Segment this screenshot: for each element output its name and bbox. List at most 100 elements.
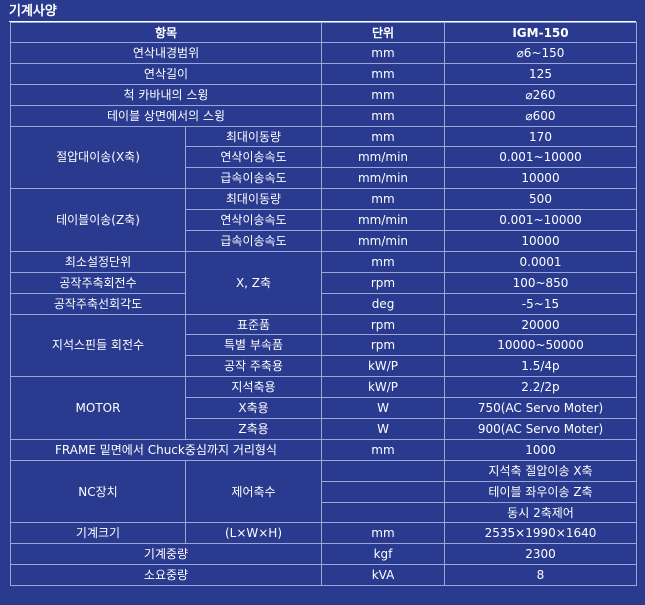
table-row: 테이블 상면에서의 스윙 mm ⌀600	[11, 105, 637, 127]
row-unit: mm	[322, 84, 445, 106]
row-value: 20000	[445, 314, 637, 336]
sub-label: 공작 주축용	[186, 356, 322, 378]
row-label: 연삭길이	[11, 63, 322, 85]
row-unit: mm	[322, 439, 445, 461]
row-value: 8	[445, 565, 637, 587]
row-value: 10000~50000	[445, 335, 637, 357]
title-divider	[9, 21, 636, 22]
row-value: 테이블 좌우이송 Z축	[445, 481, 637, 503]
row-unit: kW/P	[322, 377, 445, 399]
table-row: 기계중량 kgf 2300	[11, 544, 637, 566]
row-value: 2300	[445, 544, 637, 566]
group-label: NC장치	[11, 460, 186, 524]
row-value: ⌀260	[445, 84, 637, 106]
row-label: 소요중량	[11, 565, 322, 587]
row-unit: mm	[322, 63, 445, 85]
row-unit	[322, 502, 445, 524]
spec-table: 항목 단위 IGM-150 연삭내경범위 mm ⌀6~150 연삭길이 mm 1…	[10, 22, 637, 587]
row-value: 10000	[445, 168, 637, 190]
page-title: 기계사양	[9, 4, 57, 19]
row-value: 1000	[445, 439, 637, 461]
row-unit: rpm	[322, 335, 445, 357]
row-value: 지석축 절압이송 X축	[445, 460, 637, 482]
row-label: 척 카바내의 스윙	[11, 84, 322, 106]
row-value: 2535×1990×1640	[445, 523, 637, 545]
row-value: ⌀6~150	[445, 43, 637, 64]
table-row: 테이블 좌우이송 Z축	[11, 481, 637, 503]
sub-label: 표준품	[186, 314, 322, 336]
row-unit: W	[322, 419, 445, 440]
row-value: 10000	[445, 231, 637, 252]
sub-label: 제어축수	[186, 460, 322, 524]
row-value: 0.001~10000	[445, 210, 637, 232]
row-value: 1.5/4p	[445, 356, 637, 378]
sub-label: 최대이동량	[186, 126, 322, 148]
table-row: 동시 2축제어	[11, 502, 637, 524]
row-unit: mm/min	[322, 147, 445, 169]
table-row: X축용 W 750(AC Servo Moter)	[11, 398, 637, 420]
table-row: FRAME 밑면에서 Chuck중심까지 거리형식 mm 1000	[11, 439, 637, 461]
sub-label: X축용	[186, 398, 322, 420]
group-label: 지석스핀들 회전수	[11, 314, 186, 378]
axis-sub-label: X, Z축	[186, 251, 322, 315]
row-unit: rpm	[322, 272, 445, 294]
row-unit: kgf	[322, 544, 445, 566]
row-unit: mm/min	[322, 210, 445, 232]
table-row: 최소설정단위 X, Z축 mm 0.0001	[11, 251, 637, 315]
sub-label: 급속이송속도	[186, 231, 322, 252]
row-label: 공작주축회전수	[11, 272, 186, 294]
row-unit: kVA	[322, 565, 445, 587]
row-label: 테이블 상면에서의 스윙	[11, 105, 322, 127]
sub-label: 특별 부속품	[186, 335, 322, 357]
row-label: FRAME 밑면에서 Chuck중심까지 거리형식	[11, 439, 322, 461]
sub-label: 연삭이송속도	[186, 210, 322, 232]
row-value: 750(AC Servo Moter)	[445, 398, 637, 420]
row-unit	[322, 481, 445, 503]
table-row: 급속이송속도 mm/min 10000	[11, 231, 637, 252]
row-unit	[322, 460, 445, 482]
table-row: MOTOR 지석축용 kW/P 2.2/2p	[11, 377, 637, 440]
row-value: 0.0001	[445, 251, 637, 273]
sub-label: Z축용	[186, 419, 322, 440]
row-value: 0.001~10000	[445, 147, 637, 169]
table-row: NC장치 제어축수 지석축 절압이송 X축	[11, 460, 637, 524]
header-unit: 단위	[322, 23, 445, 43]
row-value: 2.2/2p	[445, 377, 637, 399]
sub-label: 지석축용	[186, 377, 322, 399]
row-unit: mm	[322, 126, 445, 148]
sub-label: 급속이송속도	[186, 168, 322, 190]
sub-label: 연삭이송속도	[186, 147, 322, 169]
table-row: 테이블이송(Z축) 최대이동량 mm 500	[11, 189, 637, 252]
table-header-row: 항목 단위 IGM-150	[11, 23, 637, 43]
row-unit: mm	[322, 105, 445, 127]
row-unit: W	[322, 398, 445, 420]
sub-label: (L×W×H)	[186, 523, 322, 545]
row-value: 동시 2축제어	[445, 502, 637, 524]
table-row: 지석스핀들 회전수 표준품 rpm 20000	[11, 314, 637, 378]
table-row: 급속이송속도 mm/min 10000	[11, 168, 637, 190]
table-row: 척 카바내의 스윙 mm ⌀260	[11, 84, 637, 106]
row-label: 최소설정단위	[11, 251, 186, 273]
group-label: 절압대이송(X축)	[11, 126, 186, 190]
row-unit: mm	[322, 523, 445, 545]
row-label: 연삭내경범위	[11, 43, 322, 64]
table-row: 연삭길이 mm 125	[11, 63, 637, 85]
group-label: 테이블이송(Z축)	[11, 189, 186, 252]
row-unit: mm	[322, 189, 445, 211]
row-unit: kW/P	[322, 356, 445, 378]
header-model: IGM-150	[445, 23, 637, 43]
row-unit: rpm	[322, 314, 445, 336]
row-value: 900(AC Servo Moter)	[445, 419, 637, 440]
table-row: 특별 부속품 rpm 10000~50000	[11, 335, 637, 357]
table-row: 연삭내경범위 mm ⌀6~150	[11, 43, 637, 64]
row-value: ⌀600	[445, 105, 637, 127]
table-row: 공작주축선회각도 deg -5~15	[11, 293, 637, 315]
row-unit: mm/min	[322, 168, 445, 190]
table-row: 소요중량 kVA 8	[11, 565, 637, 587]
row-label: 기계중량	[11, 544, 322, 566]
group-label: MOTOR	[11, 377, 186, 440]
row-value: -5~15	[445, 293, 637, 315]
table-row: 공작주축회전수 rpm 100~850	[11, 272, 637, 294]
row-value: 125	[445, 63, 637, 85]
row-unit: mm	[322, 43, 445, 64]
